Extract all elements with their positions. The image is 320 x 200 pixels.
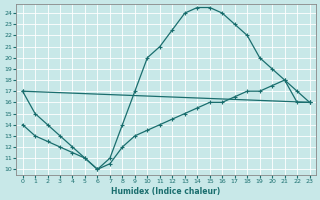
X-axis label: Humidex (Indice chaleur): Humidex (Indice chaleur)	[111, 187, 221, 196]
